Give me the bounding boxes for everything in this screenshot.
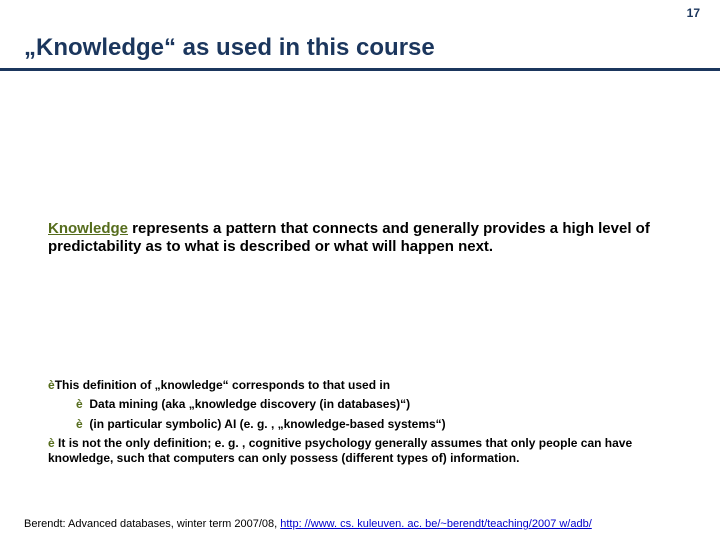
sub-item-2-text: (in particular symbolic) AI (e. g. , „kn… [89, 417, 445, 431]
footer: Berendt: Advanced databases, winter term… [24, 518, 700, 530]
definition-keyword: Knowledge [48, 220, 128, 237]
sub-item-1: è Data mining (aka „knowledge discovery … [76, 397, 700, 411]
slide: 17 „Knowledge“ as used in this course Kn… [0, 0, 720, 540]
sub-item-2: è (in particular symbolic) AI (e. g. , „… [76, 417, 700, 431]
footer-prefix: Berendt: Advanced databases, winter term… [24, 518, 280, 530]
definition-paragraph: Knowledge represents a pattern that conn… [48, 220, 680, 255]
sub-tail-text: It is not the only definition; e. g. , c… [48, 436, 632, 464]
page-number: 17 [687, 6, 700, 20]
arrow-icon: è [76, 417, 83, 431]
arrow-icon: è [48, 378, 55, 392]
sub-item-1-text: Data mining (aka „knowledge discovery (i… [89, 397, 410, 411]
sub-lead-line: èThis definition of „knowledge“ correspo… [48, 378, 700, 392]
title-rule [0, 68, 720, 71]
sub-tail-line: è It is not the only definition; e. g. ,… [48, 436, 700, 465]
sub-block: èThis definition of „knowledge“ correspo… [48, 378, 700, 470]
slide-title: „Knowledge“ as used in this course [24, 34, 435, 62]
definition-text: represents a pattern that connects and g… [48, 220, 650, 255]
footer-link[interactable]: http: //www. cs. kuleuven. ac. be/~beren… [280, 518, 592, 530]
sub-lead-text: This definition of „knowledge“ correspon… [55, 378, 390, 392]
arrow-icon: è [48, 436, 55, 450]
arrow-icon: è [76, 397, 83, 411]
